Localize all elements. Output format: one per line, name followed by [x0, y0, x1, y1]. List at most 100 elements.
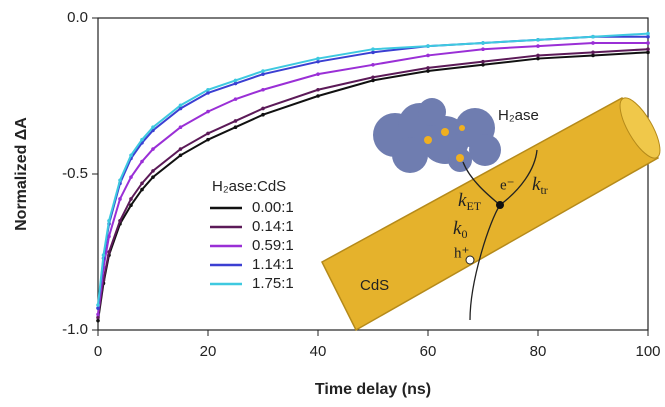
- y-tick-label: -1.0: [62, 321, 88, 338]
- y-axis-title: Normalized ΔA: [13, 117, 30, 231]
- data-point: [316, 94, 320, 98]
- data-point: [140, 187, 144, 192]
- data-point: [178, 106, 183, 111]
- data-point: [140, 181, 144, 186]
- data-point: [118, 178, 122, 183]
- data-point: [536, 44, 540, 48]
- data-point: [118, 219, 122, 223]
- data-point: [646, 41, 650, 45]
- data-point: [233, 119, 238, 123]
- data-point: [140, 159, 144, 164]
- data-point: [646, 31, 650, 36]
- arrows: [462, 149, 538, 321]
- x-tick-label: 60: [420, 343, 437, 360]
- rod-end: [619, 97, 661, 159]
- data-point: [233, 125, 238, 129]
- data-point: [316, 87, 320, 92]
- data-point: [371, 47, 375, 51]
- rod-label: CdS: [360, 277, 389, 294]
- data-point: [536, 56, 540, 61]
- legend-label: 1.14:1: [252, 256, 294, 273]
- data-point: [206, 109, 210, 114]
- data-point: [206, 131, 210, 136]
- data-point: [426, 44, 430, 48]
- data-point: [151, 169, 155, 173]
- data-point: [96, 306, 100, 310]
- data-point: [206, 87, 210, 92]
- data-point: [481, 59, 485, 64]
- data-point: [233, 81, 238, 86]
- data-point: [178, 153, 183, 158]
- data-point: [129, 175, 133, 179]
- data-point: [371, 63, 375, 67]
- data-point: [591, 53, 595, 58]
- data-point: [426, 69, 430, 73]
- data-point: [646, 50, 650, 55]
- data-point: [481, 63, 485, 67]
- data-point: [233, 97, 238, 101]
- legend-title: H₂ase:CdS: [212, 178, 286, 195]
- cds-rod: [321, 96, 660, 332]
- rate-label: k0: [453, 218, 467, 240]
- data-point: [178, 125, 183, 129]
- data-point: [371, 78, 375, 83]
- rate-label: ktr: [532, 174, 548, 196]
- rate-subscript: tr: [540, 183, 547, 197]
- data-point: [96, 303, 100, 307]
- legend-label: 0.59:1: [252, 237, 294, 254]
- data-point: [591, 50, 595, 55]
- data-point: [107, 219, 111, 223]
- data-point: [426, 53, 430, 58]
- protein-label: H₂ase: [498, 107, 539, 124]
- legend-label: 0.14:1: [252, 218, 294, 235]
- series-line: [97, 41, 648, 315]
- legend-label: 0.00:1: [252, 199, 294, 216]
- data-point: [178, 147, 183, 151]
- data-point: [261, 69, 265, 73]
- data-point: [129, 203, 133, 207]
- hole-label: h⁺: [454, 245, 469, 261]
- x-axis-title: Time delay (ns): [315, 381, 431, 398]
- data-point: [261, 72, 265, 76]
- rate-label: kET: [458, 190, 482, 212]
- data-point: [316, 56, 320, 61]
- rate-symbol: k: [453, 218, 462, 239]
- protein: [373, 98, 501, 173]
- data-point: [426, 66, 430, 70]
- data-point: [371, 75, 375, 80]
- data-point: [481, 41, 485, 45]
- data-point: [646, 34, 650, 39]
- rate-subscript: 0: [461, 227, 467, 241]
- data-point: [591, 34, 595, 39]
- electron-label: e⁻: [500, 177, 515, 193]
- data-point: [261, 87, 265, 92]
- data-point: [151, 147, 155, 151]
- data-point: [96, 318, 100, 323]
- data-point: [481, 47, 485, 51]
- data-point: [371, 50, 375, 55]
- y-tick-label: -0.5: [62, 165, 88, 182]
- data-point: [206, 137, 210, 142]
- data-point: [151, 125, 155, 129]
- data-point: [96, 315, 100, 320]
- rate-symbol: k: [532, 174, 541, 195]
- data-point: [118, 197, 122, 201]
- data-point: [591, 41, 595, 45]
- series-line: [97, 32, 649, 306]
- data-point: [101, 253, 106, 257]
- data-point: [536, 38, 540, 42]
- data-point: [316, 59, 320, 64]
- data-point: [316, 72, 320, 76]
- hole-dot: [465, 255, 475, 265]
- series-line: [97, 48, 649, 318]
- data-point: [206, 91, 210, 95]
- x-tick-label: 20: [200, 343, 217, 360]
- y-tick-label: 0.0: [67, 9, 88, 26]
- clusters: [424, 125, 465, 162]
- x-tick-label: 100: [635, 343, 660, 360]
- data-point: [646, 47, 650, 51]
- series-line: [97, 51, 649, 321]
- data-point: [261, 106, 265, 111]
